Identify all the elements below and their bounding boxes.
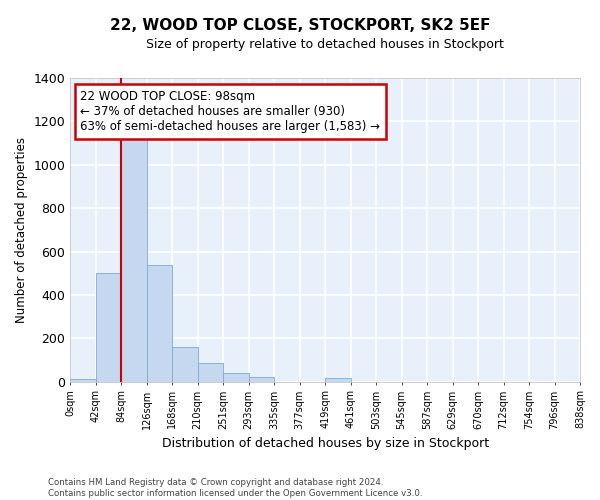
Bar	[248, 377, 274, 382]
Y-axis label: Number of detached properties: Number of detached properties	[15, 137, 28, 323]
Bar	[96, 273, 121, 382]
Text: 22, WOOD TOP CLOSE, STOCKPORT, SK2 5EF: 22, WOOD TOP CLOSE, STOCKPORT, SK2 5EF	[110, 18, 490, 32]
Text: 22 WOOD TOP CLOSE: 98sqm
← 37% of detached houses are smaller (930)
63% of semi-: 22 WOOD TOP CLOSE: 98sqm ← 37% of detach…	[80, 90, 380, 133]
X-axis label: Distribution of detached houses by size in Stockport: Distribution of detached houses by size …	[161, 437, 489, 450]
Bar	[172, 347, 198, 382]
Title: Size of property relative to detached houses in Stockport: Size of property relative to detached ho…	[146, 38, 504, 51]
Bar	[198, 363, 223, 382]
Bar	[223, 374, 248, 382]
Bar	[147, 264, 172, 382]
Text: Contains HM Land Registry data © Crown copyright and database right 2024.
Contai: Contains HM Land Registry data © Crown c…	[48, 478, 422, 498]
Bar	[121, 130, 147, 382]
Bar	[325, 378, 350, 382]
Bar	[70, 380, 96, 382]
